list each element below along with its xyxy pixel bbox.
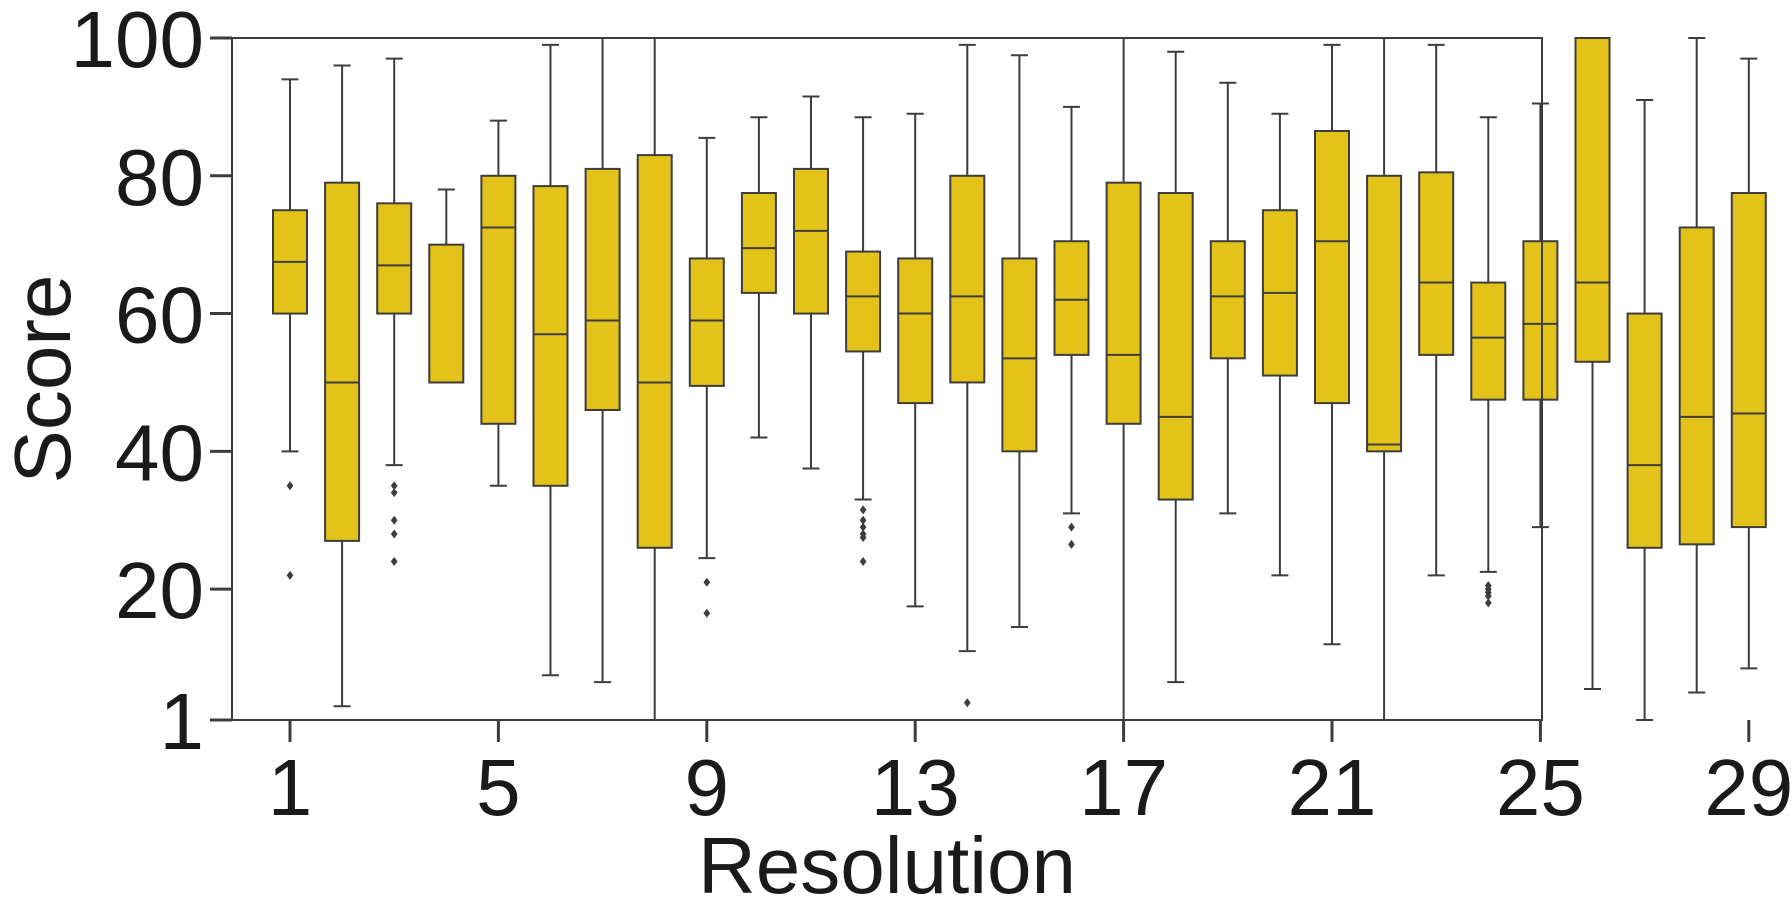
box-iqr [324,181,361,542]
y-tick-label: 100 [71,0,204,84]
box-14 [949,43,986,708]
x-tick-label: 29 [1704,743,1792,832]
outlier-point [286,570,294,580]
box-iqr [1470,281,1507,401]
box-iqr [1053,240,1090,356]
box-iqr [1418,171,1455,356]
outlier-point [1068,522,1075,532]
box-22 [1366,37,1403,721]
box-iqr [793,167,829,315]
x-axis: 1 5 9 13 17 21 25 29 [268,720,1792,832]
box-29 [1730,57,1767,670]
box-iqr [1001,257,1038,453]
y-tick-label: 80 [115,133,204,222]
outlier-point [390,488,398,498]
outlier-point [703,577,711,587]
box-24 [1470,116,1507,608]
y-tick-label: 20 [115,546,204,635]
box-28 [1678,37,1715,694]
box-iqr [532,185,569,487]
outlier-point [1068,539,1075,549]
outlier-point [286,481,294,491]
outlier-point [859,522,867,532]
box-5 [480,119,517,487]
box-20 [1261,112,1298,577]
x-tick-label: 13 [871,743,960,832]
y-axis-label: Score [0,275,87,484]
box-iqr [1366,174,1403,453]
outlier-point [390,515,398,525]
x-axis-label: Resolution [698,821,1076,910]
box-17 [1105,37,1142,721]
box-13 [897,112,934,608]
outlier-point [390,557,398,567]
box-iqr [845,250,882,353]
box-7 [584,37,621,684]
box-iqr [428,243,465,384]
box-25 [1522,102,1559,529]
box-iqr [636,154,673,549]
outlier-point [703,608,711,618]
box-2 [324,64,361,708]
x-tick-label: 21 [1288,743,1377,832]
outlier-point [963,698,971,708]
box-11 [793,95,829,470]
box-iqr [1678,226,1715,546]
outlier-point [390,529,398,539]
box-15 [1001,54,1038,628]
box-iqr [897,257,934,405]
outlier-point [859,557,867,567]
box-19 [1209,81,1246,515]
x-tick-label: 25 [1496,743,1585,832]
box-4 [428,188,465,384]
box-iqr [584,167,621,411]
x-tick-label: 1 [268,743,313,832]
box-iqr [1626,312,1663,549]
box-iqr [1157,192,1194,501]
outlier-point [390,481,398,491]
box-6 [532,43,569,677]
box-iqr [1314,130,1350,405]
box-1 [272,78,308,580]
box-10 [740,116,777,439]
outlier-point [1484,598,1492,608]
outlier-point [859,505,867,515]
box-3 [376,57,413,567]
box-iqr [1209,240,1246,360]
box-iqr [480,174,517,425]
outlier-point [1484,591,1492,601]
box-12 [845,116,882,567]
box-iqr [949,174,986,384]
outlier-point [859,532,867,542]
chart-marks [272,37,1767,721]
box-23 [1418,43,1455,577]
x-tick-label: 17 [1079,743,1168,832]
x-tick-label: 5 [476,743,521,832]
y-axis: 1 20 40 60 80 100 [71,0,232,766]
x-tick-label: 9 [685,743,730,832]
box-iqr [688,257,725,387]
box-iqr [1105,181,1142,425]
box-iqr [740,192,777,294]
box-iqr [1574,37,1611,363]
box-iqr [1730,192,1767,529]
y-tick-label: 60 [115,271,204,360]
box-27 [1626,99,1663,721]
box-21 [1314,43,1350,646]
outlier-point [859,515,867,525]
box-iqr [376,202,413,315]
y-tick-label: 40 [115,408,204,497]
box-8 [636,37,673,721]
box-16 [1053,105,1090,549]
box-iqr [1522,240,1559,401]
box-9 [688,136,725,618]
box-26 [1574,37,1611,690]
y-tick-label: 1 [160,677,205,766]
box-18 [1157,50,1194,684]
plot-frame [231,37,1543,721]
